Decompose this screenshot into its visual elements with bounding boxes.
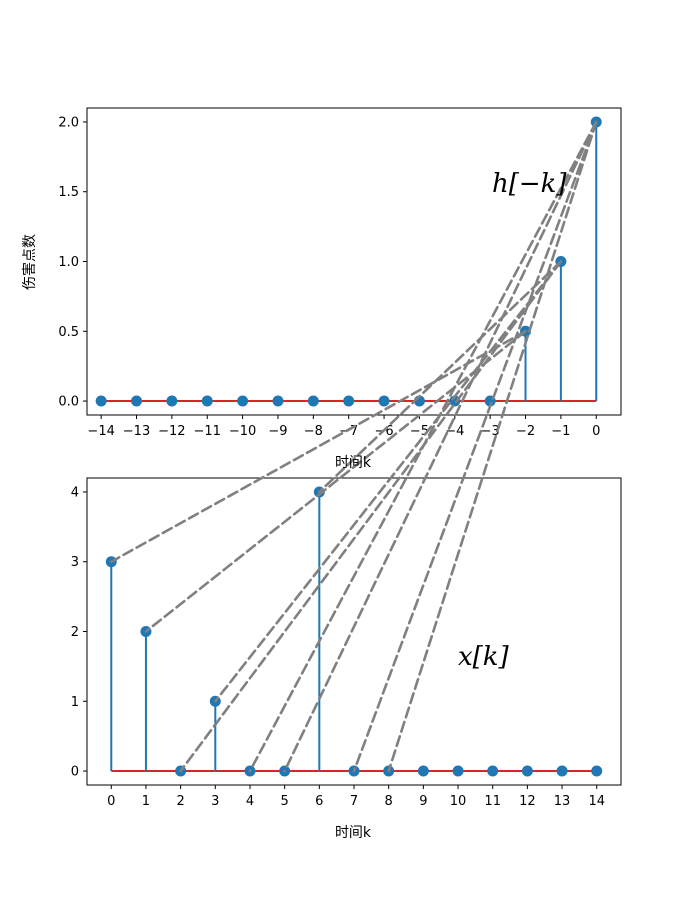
top-stem-marker: [272, 395, 284, 407]
bottom-xlabel: 时间k: [335, 825, 372, 841]
top-xlabel: 时间k: [335, 455, 372, 471]
connection-line: [179, 260, 563, 773]
bottom-xtick-label: 0: [107, 794, 115, 809]
top-axes: 0.00.51.01.52.0−14−13−12−11−10−9−8−7−6−5…: [58, 107, 622, 439]
connection-lines: [109, 120, 598, 773]
bottom-ytick-label: 4: [71, 485, 79, 500]
bottom-annotation: x[k]: [458, 642, 510, 672]
top-stem-marker: [131, 395, 143, 407]
bottom-xtick-label: 13: [554, 794, 571, 809]
top-stem-marker: [378, 395, 390, 407]
bottom-stem-marker: [521, 765, 533, 777]
bottom-ytick-label: 1: [71, 695, 79, 710]
connection-line: [248, 120, 598, 773]
bottom-xtick-label: 7: [350, 794, 358, 809]
top-xtick-label: −14: [87, 424, 114, 439]
bottom-xtick-label: 3: [211, 794, 219, 809]
bottom-xtick-label: 2: [176, 794, 184, 809]
bottom-xtick-label: 10: [450, 794, 467, 809]
bottom-xtick-label: 9: [419, 794, 427, 809]
top-xtick-label: −1: [551, 424, 570, 439]
top-annotation: h[−k]: [492, 169, 567, 199]
top-stem-marker: [166, 395, 178, 407]
top-xtick-label: −11: [194, 424, 221, 439]
bottom-ytick-label: 0: [71, 765, 79, 780]
bottom-stem-marker: [487, 765, 499, 777]
top-xtick-label: −13: [123, 424, 150, 439]
top-stem-marker: [237, 395, 249, 407]
bottom-xtick-label: 5: [281, 794, 289, 809]
bottom-xtick-label: 8: [385, 794, 393, 809]
bottom-stem-marker: [591, 765, 603, 777]
bottom-xtick-label: 12: [519, 794, 536, 809]
top-ytick-label: 2.0: [58, 115, 79, 130]
bottom-stem-marker: [417, 765, 429, 777]
top-ytick-label: 0.0: [58, 395, 79, 410]
bottom-xtick-label: 14: [588, 794, 605, 809]
top-stem-marker: [95, 395, 107, 407]
top-stem-marker: [307, 395, 319, 407]
connection-line: [109, 329, 527, 564]
bottom-ytick-label: 2: [71, 625, 79, 640]
top-xtick-label: −9: [268, 424, 287, 439]
top-xtick-label: −10: [229, 424, 256, 439]
bottom-ytick-label: 3: [71, 555, 79, 570]
bottom-stem-marker: [556, 765, 568, 777]
top-xtick-label: −8: [304, 424, 323, 439]
top-ytick-label: 1.5: [58, 185, 79, 200]
top-stem-marker: [201, 395, 213, 407]
top-ylabel: 伤害点数: [22, 234, 38, 290]
top-xtick-label: −4: [445, 424, 464, 439]
top-ytick-label: 0.5: [58, 325, 79, 340]
connection-line: [144, 329, 527, 633]
top-xtick-label: −2: [516, 424, 535, 439]
connection-line: [352, 120, 598, 773]
connection-line: [213, 260, 563, 703]
top-axes-frame: [86, 107, 622, 416]
top-ytick-label: 1.0: [58, 255, 79, 270]
bottom-xtick-label: 1: [142, 794, 150, 809]
bottom-xtick-label: 6: [315, 794, 323, 809]
top-stem-marker: [343, 395, 355, 407]
bottom-xtick-label: 11: [484, 794, 501, 809]
top-xtick-label: 0: [592, 424, 600, 439]
top-xtick-label: −12: [158, 424, 185, 439]
connection-line: [283, 120, 598, 773]
bottom-stem-marker: [452, 765, 464, 777]
bottom-xtick-label: 4: [246, 794, 254, 809]
connection-line: [387, 120, 598, 773]
connection-line: [318, 260, 563, 494]
